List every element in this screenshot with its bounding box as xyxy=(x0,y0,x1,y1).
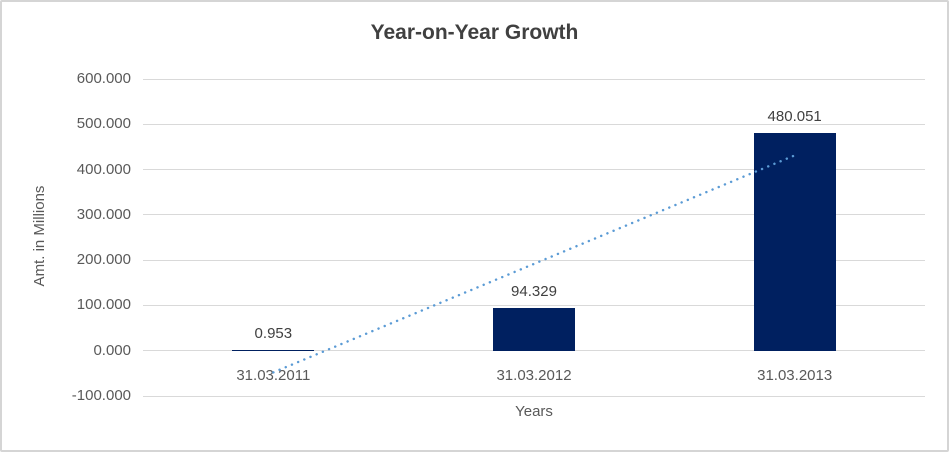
y-tick-label: 300.000 xyxy=(76,205,131,223)
category-label: 31.03.2013 xyxy=(757,367,833,384)
x-axis-title: Years xyxy=(515,403,553,420)
y-tick-label: 600.000 xyxy=(76,70,131,87)
y-tick-label: 0.000 xyxy=(93,341,131,359)
bar xyxy=(232,349,315,351)
category-label: 31.03.2012 xyxy=(496,367,572,384)
bar xyxy=(753,133,836,351)
gridline xyxy=(143,78,925,80)
category-label: 31.03.2011 xyxy=(236,367,311,384)
y-tick-label: 100.000 xyxy=(76,296,131,314)
bar xyxy=(493,307,575,351)
y-tick-label: -100.000 xyxy=(71,387,131,404)
y-tick-label: 500.000 xyxy=(76,115,131,133)
gridline xyxy=(143,395,925,397)
y-tick-label: 400.000 xyxy=(76,160,131,178)
data-label: 480.051 xyxy=(767,108,822,126)
data-label: 94.329 xyxy=(511,282,557,300)
y-tick-label: 200.000 xyxy=(76,251,131,269)
chart-title: Year-on-Year Growth xyxy=(370,21,579,44)
gridline xyxy=(143,123,925,125)
data-label: 0.953 xyxy=(254,325,293,343)
